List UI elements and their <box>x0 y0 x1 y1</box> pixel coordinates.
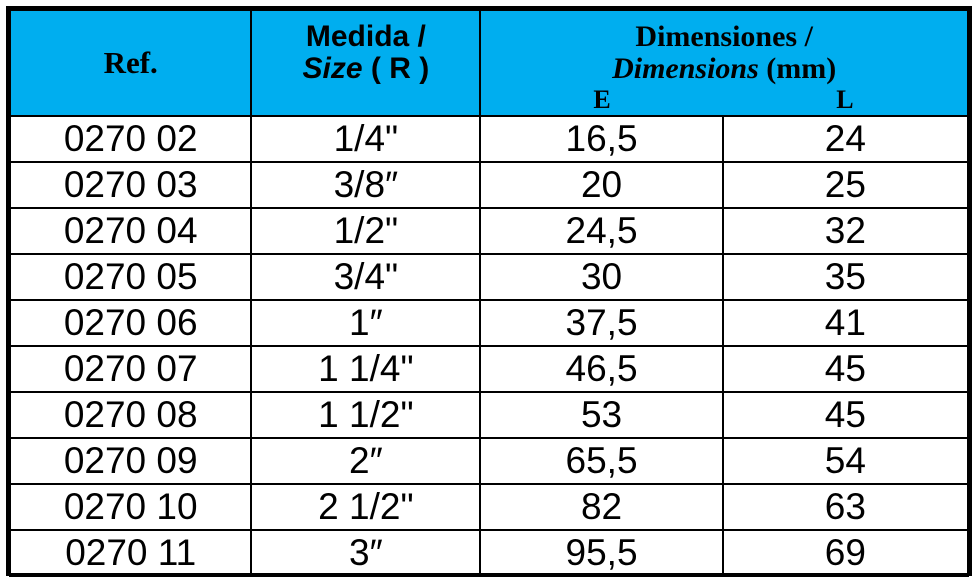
ref-cell: 0270 05 <box>8 253 253 301</box>
e-column-header: E <box>479 85 723 117</box>
size-cell: 3/4" <box>250 253 482 301</box>
e-cell: 24,5 <box>479 207 724 255</box>
table-row: 0270 07 1 1/4" 46,5 45 <box>8 345 970 393</box>
size-cell: 3/8″ <box>250 161 482 209</box>
l-cell: 24 <box>721 115 970 163</box>
l-cell: 25 <box>721 161 970 209</box>
header-row-sub: E L <box>10 85 970 117</box>
e-cell: 82 <box>479 483 724 531</box>
size-cell: 1 1/2" <box>250 391 482 439</box>
ref-cell: 0270 02 <box>8 115 253 163</box>
size-cell: 2 1/2" <box>250 483 482 531</box>
ref-cell: 0270 09 <box>8 437 253 485</box>
table-row: 0270 11 3″ 95,5 69 <box>8 529 970 577</box>
size-cell: 1/4" <box>250 115 482 163</box>
spec-table-frame: Ref. Medida / Size ( R ) Dimensiones / D… <box>6 6 972 577</box>
ref-cell: 0270 07 <box>8 345 253 393</box>
table-row: 0270 06 1″ 37,5 41 <box>8 299 970 347</box>
table-header: Ref. Medida / Size ( R ) Dimensiones / D… <box>8 9 970 117</box>
dimensions-header-italic: Dimensions <box>612 52 759 85</box>
l-cell: 45 <box>721 391 970 439</box>
table-row: 0270 05 3/4" 30 35 <box>8 253 970 301</box>
ref-cell: 0270 04 <box>8 207 253 255</box>
size-header-suffix: ( R ) <box>362 52 430 85</box>
table-body: 0270 02 1/4" 16,5 24 0270 03 3/8″ 20 25 … <box>8 115 970 577</box>
dimensions-header-line1: Dimensiones / <box>635 20 813 53</box>
dimensions-table: Ref. Medida / Size ( R ) Dimensiones / D… <box>8 9 970 577</box>
table-row: 0270 08 1 1/2" 53 45 <box>8 391 970 439</box>
e-cell: 53 <box>479 391 724 439</box>
l-cell: 69 <box>721 529 970 577</box>
ref-cell: 0270 08 <box>8 391 253 439</box>
l-cell: 45 <box>721 345 970 393</box>
ref-cell: 0270 11 <box>8 529 253 577</box>
l-column-header: L <box>722 85 970 117</box>
l-cell: 32 <box>721 207 970 255</box>
size-cell: 1/2" <box>250 207 482 255</box>
l-cell: 63 <box>721 483 970 531</box>
size-cell: 3″ <box>250 529 482 577</box>
dimensions-column-header: Dimensiones / Dimensions (mm) <box>479 9 969 85</box>
header-row-main: Ref. Medida / Size ( R ) Dimensiones / D… <box>8 9 969 117</box>
e-cell: 30 <box>479 253 724 301</box>
ref-cell: 0270 10 <box>8 483 253 531</box>
e-cell: 65,5 <box>479 437 724 485</box>
size-cell: 2″ <box>250 437 482 485</box>
l-cell: 41 <box>721 299 970 347</box>
e-cell: 37,5 <box>479 299 724 347</box>
ref-column-header: Ref. <box>8 9 253 117</box>
dimensions-header-suffix: (mm) <box>758 52 837 85</box>
e-cell: 95,5 <box>479 529 724 577</box>
table-row: 0270 04 1/2" 24,5 32 <box>8 207 970 255</box>
l-cell: 54 <box>721 437 970 485</box>
e-cell: 16,5 <box>479 115 724 163</box>
l-cell: 35 <box>721 253 970 301</box>
e-cell: 46,5 <box>479 345 724 393</box>
e-cell: 20 <box>479 161 724 209</box>
table-row: 0270 03 3/8″ 20 25 <box>8 161 970 209</box>
table-row: 0270 10 2 1/2" 82 63 <box>8 483 970 531</box>
table-row: 0270 02 1/4" 16,5 24 <box>8 115 970 163</box>
size-header-italic: Size <box>302 52 363 85</box>
size-cell: 1 1/4" <box>250 345 482 393</box>
ref-cell: 0270 06 <box>8 299 253 347</box>
size-header-line1: Medida / <box>305 20 426 53</box>
size-column-header: Medida / Size ( R ) <box>250 9 482 117</box>
table-row: 0270 09 2″ 65,5 54 <box>8 437 970 485</box>
size-cell: 1″ <box>250 299 482 347</box>
ref-cell: 0270 03 <box>8 161 253 209</box>
